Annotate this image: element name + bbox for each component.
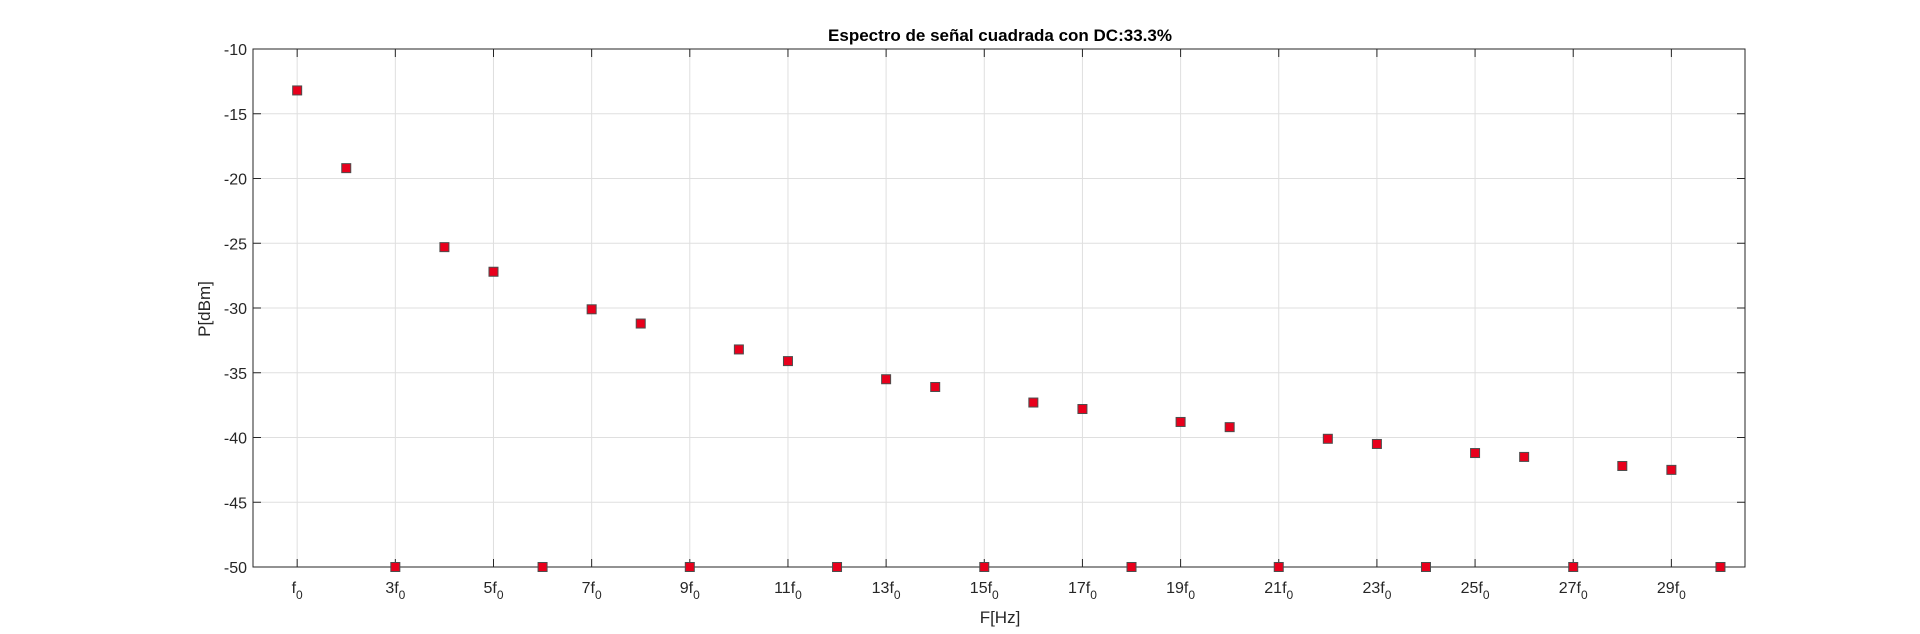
x-tick-label: 9f0 [680,580,700,602]
x-tick-label: f0 [292,580,303,602]
x-tick-label: 17f0 [1068,580,1097,602]
x-tick-label-subscript: 0 [894,588,901,602]
x-tick-label: 19f0 [1166,580,1195,602]
data-point [1273,562,1284,572]
x-tick-label-subscript: 0 [1581,588,1588,602]
data-point [1470,448,1481,459]
x-tick-label-subscript: 0 [296,588,303,602]
x-tick-label: 3f0 [385,580,405,602]
data-point [881,374,892,385]
data-point [439,242,450,253]
x-tick-label: 5f0 [483,580,503,602]
x-tick-label-main: 23f [1362,580,1385,597]
y-axis-label: P[dBm] [195,281,214,337]
x-tick-label: 15f0 [970,580,999,602]
x-tick-label-main: 21f [1264,580,1287,597]
x-tick-label: 21f0 [1264,580,1293,602]
x-tick-label-main: 11f [774,580,796,597]
data-point [586,304,597,315]
y-tick-label: -20 [224,172,247,189]
data-point [1175,416,1186,427]
x-tick-label: 27f0 [1559,580,1588,602]
data-point [1224,422,1235,433]
data-point [979,562,990,572]
data-point [635,318,646,329]
data-point [733,344,744,355]
x-tick-label: 29f0 [1657,580,1686,602]
x-tick-label-main: 3f [385,580,399,597]
data-point [488,266,499,277]
x-tick-label-main: 15f [970,580,993,597]
x-tick-label-main: 5f [483,580,497,597]
data-point [1420,562,1431,572]
data-point [1028,397,1039,408]
data-point [1666,464,1677,475]
x-tick-label-main: 13f [872,580,895,597]
x-tick-label-subscript: 0 [1483,588,1490,602]
data-point [341,163,352,174]
x-tick-label-main: 9f [680,580,694,597]
x-axis-label: F[Hz] [980,608,1021,627]
data-point [390,562,401,572]
data-point [1322,433,1333,444]
x-tick-label-subscript: 0 [1090,588,1097,602]
data-points [292,85,1726,572]
x-tick-label-subscript: 0 [595,588,602,602]
y-tick-label: -45 [224,495,247,512]
x-tick-label-main: 7f [582,580,596,597]
data-point [1077,404,1088,415]
x-tick-label-main: 19f [1166,580,1189,597]
chart-title: Espectro de señal cuadrada con DC:33.3% [828,26,1172,45]
data-point [537,562,548,572]
data-point [1126,562,1137,572]
x-axis-ticks: f0 3f0 5f0 7f0 9f0 11f0 13f0 15f0 17f0 19f0 21f0 23… [292,49,1686,602]
x-tick-label-subscript: 0 [795,588,802,602]
x-tick-label-subscript: 0 [497,588,504,602]
data-point [782,356,793,367]
y-tick-label: -30 [224,301,247,318]
y-tick-label: -40 [224,431,247,448]
x-tick-label-main: 25f [1461,580,1484,597]
data-point [684,562,695,572]
x-tick-label-main: 27f [1559,580,1582,597]
data-point [292,85,303,96]
x-tick-label: 25f0 [1461,580,1490,602]
x-tick-label: 7f0 [582,580,602,602]
x-tick-label: 11f0 [774,580,802,602]
x-tick-label-main: 29f [1657,580,1680,597]
data-point [832,562,843,572]
x-tick-label-subscript: 0 [992,588,999,602]
data-point [1519,451,1530,462]
x-tick-label-subscript: 0 [399,588,406,602]
y-tick-label: -50 [224,560,247,577]
y-tick-label: -25 [224,236,247,253]
x-tick-label-subscript: 0 [1287,588,1294,602]
x-tick-label-main: f [292,580,297,597]
x-tick-label-subscript: 0 [1385,588,1392,602]
x-tick-label-main: 17f [1068,580,1091,597]
y-tick-label: -10 [224,42,247,59]
y-axis-ticks: -10 -15 -20 -25 -30 -35 -40 -45 -50 [224,42,1745,577]
y-tick-label: -15 [224,107,247,124]
x-tick-label-subscript: 0 [1679,588,1686,602]
data-point [1617,460,1628,471]
data-point [930,381,941,392]
x-tick-label-subscript: 0 [693,588,700,602]
data-point [1568,562,1579,572]
data-point [1715,562,1726,572]
x-tick-label: 23f0 [1362,580,1391,602]
y-tick-label: -35 [224,366,247,383]
x-tick-label: 13f0 [872,580,901,602]
data-point [1371,438,1382,449]
x-tick-label-subscript: 0 [1188,588,1195,602]
